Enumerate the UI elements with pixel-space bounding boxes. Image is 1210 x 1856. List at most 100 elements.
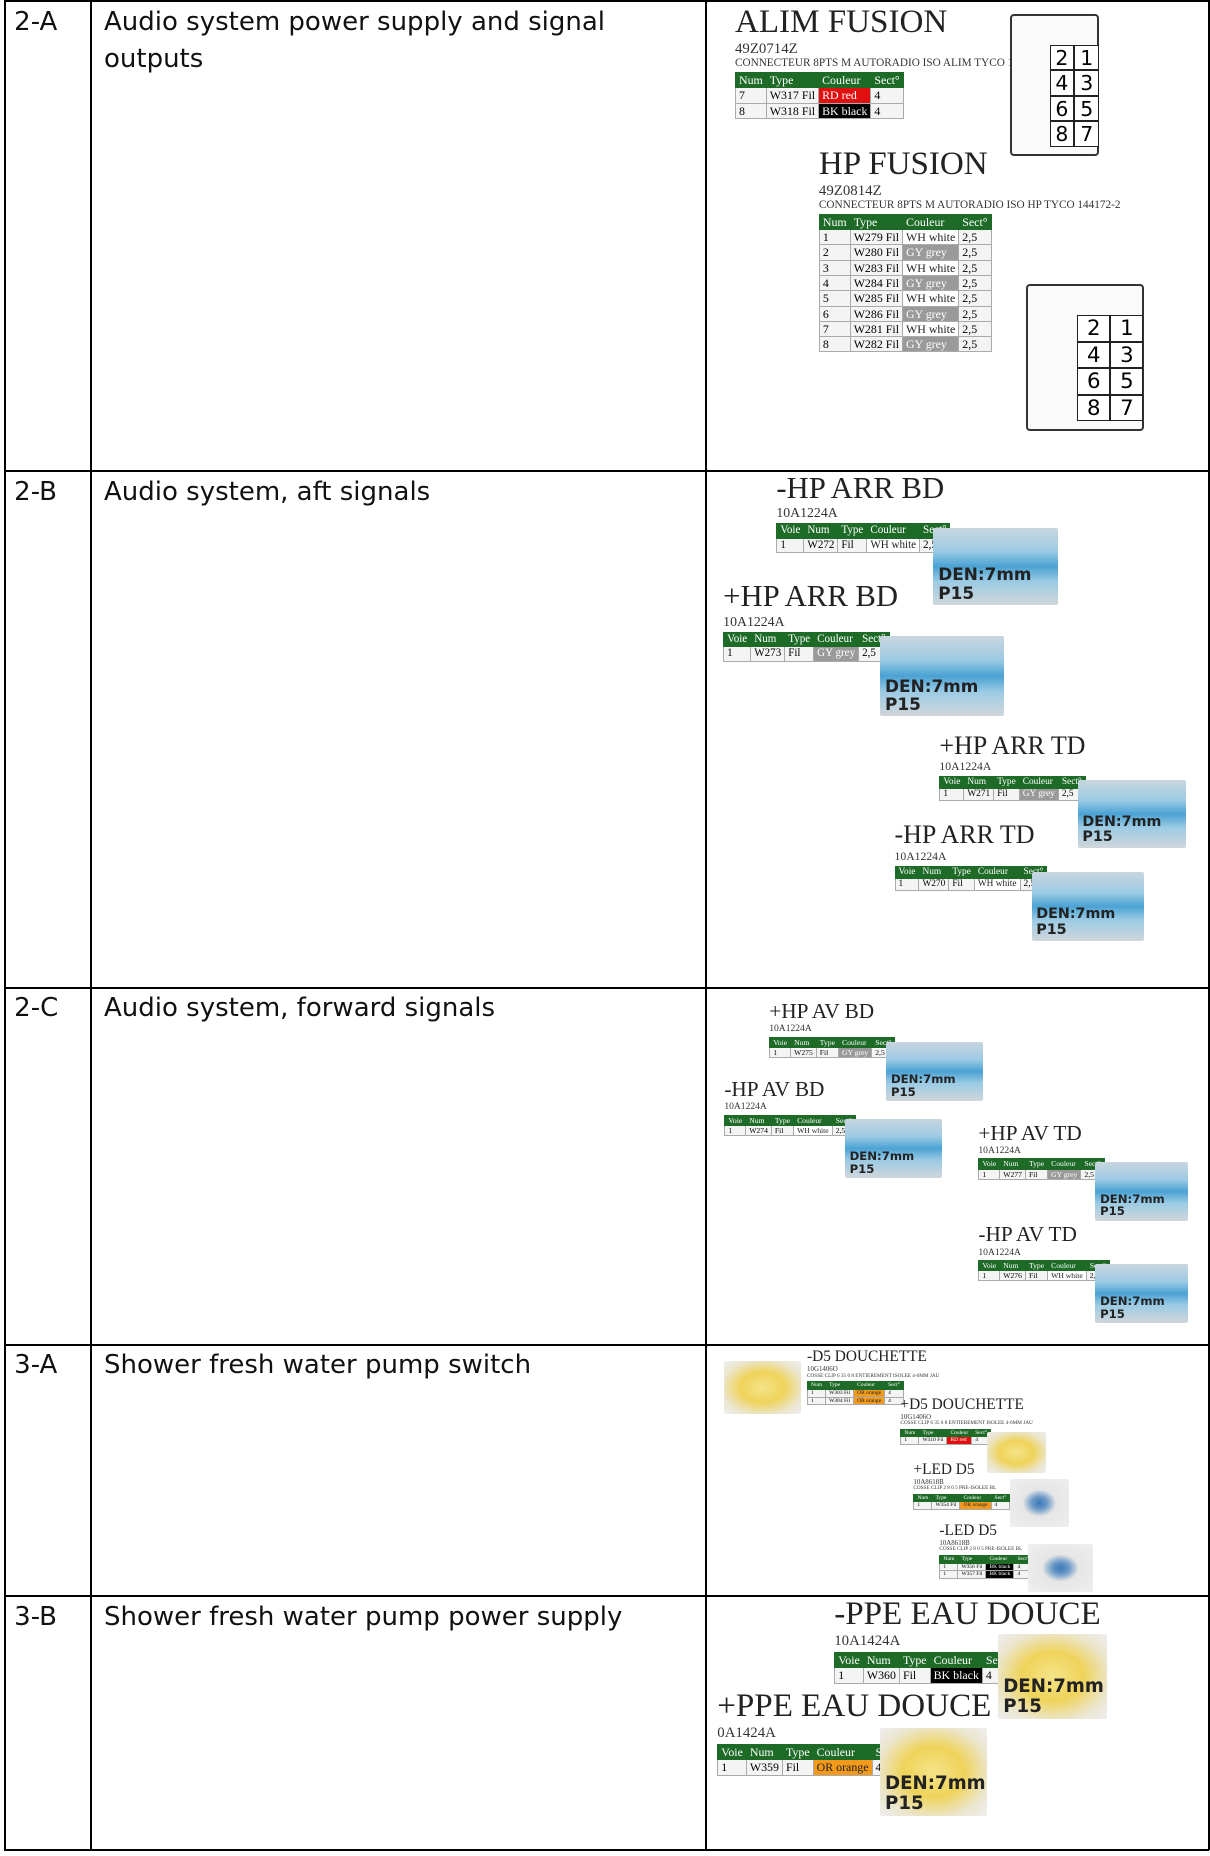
wire-cell: 2,5	[958, 275, 992, 292]
header-cell: Couleur	[959, 1493, 992, 1503]
wire-cell: 7	[818, 320, 851, 338]
photo-label: P15	[885, 694, 921, 715]
header-cell: Type	[825, 1381, 855, 1390]
block-description: COSSE CLIP 6 35 0 8 ENTIEREMENT ISOLEE 4…	[900, 1419, 1033, 1426]
wire-cell: 7	[734, 87, 767, 104]
wire-table: Num Type Couleur Sect° 1 W303 Fil OR orange 4 1 W…	[807, 1381, 904, 1406]
wire-cell: W310 Fil	[918, 1436, 948, 1445]
wire-cell: Fil	[898, 1667, 931, 1684]
wire-cell: W304 Fil	[825, 1396, 855, 1406]
header-cell: Type	[1024, 1259, 1049, 1272]
block-title: +HP AV BD	[769, 998, 875, 1023]
header-cell: Voie	[776, 523, 805, 539]
wire-row: 7 W281 Fil WH white 2,5	[818, 320, 992, 338]
block-code: 10A8618B	[939, 1540, 970, 1548]
photo-label: DEN:7mm	[849, 1149, 915, 1163]
header-cell: Num	[745, 1744, 783, 1761]
pin-number: 4	[1077, 341, 1111, 369]
header-cell: Couleur	[1047, 1158, 1082, 1170]
column-border	[1207, 0, 1210, 1851]
photo-label: P15	[849, 1161, 875, 1176]
wire-cell: W277	[999, 1168, 1026, 1180]
wire-cell: Fil	[837, 537, 868, 553]
block-description: CONNECTEUR 8PTS M AUTORADIO ISO HP TYCO …	[818, 198, 1121, 211]
header-cell: Sect°	[990, 1493, 1011, 1503]
header-cell: Num	[734, 72, 767, 89]
wire-row: 1 W270 Fil WH white 2,5	[894, 877, 1048, 892]
terminal-photo	[724, 1361, 802, 1415]
wire-cell: 8	[734, 102, 767, 119]
connector-block: -LED D5 10A8618B COSSE CLIP 2 8 0 5 PRE-IS…	[939, 1523, 1034, 1579]
wire-table: Voie Num Type Couleur Sect° 1 W277 Fil GY grey 2,…	[978, 1158, 1105, 1180]
terminal-photo	[1010, 1479, 1070, 1527]
header-cell: Type	[918, 1428, 948, 1438]
wire-cell: OR orange	[959, 1501, 992, 1510]
connector-block: -D5 DOUCHETTE 10G1406O COSSE CLIP 6 35 0 8…	[807, 1349, 939, 1406]
row-border	[3, 1849, 1209, 1852]
wire-cell: Fil	[1024, 1270, 1049, 1282]
wire-cell: 4	[884, 1396, 904, 1406]
block-code: 10A1224A	[939, 760, 992, 774]
wire-cell: GY grey	[901, 305, 960, 322]
connector-block: ALIM FUSION 49Z0714Z CONNECTEUR 8PTS M AUT…	[734, 3, 1041, 119]
pin-number: 5	[1074, 95, 1100, 122]
wire-cell: 1	[807, 1396, 827, 1406]
header-cell: Num	[803, 523, 839, 539]
wire-row: 1 W273 Fil GY grey 2,5	[723, 646, 890, 662]
photo-labels: DEN:7mm P15	[885, 1773, 986, 1814]
pin-number: 2	[1049, 44, 1075, 71]
connector-block: -HP AV BD 10A1224A Voie Num Type Couleur Sect°…	[724, 1076, 856, 1137]
wire-cell: W285 Fil	[849, 290, 904, 307]
terminal-photo: DEN:7mm P15	[880, 635, 1005, 717]
wire-table: Voie Num Type Couleur Sect° 1 W274 Fil WH white 2…	[724, 1114, 856, 1137]
header-cell: Type	[849, 213, 904, 231]
wire-cell: WH white	[901, 259, 960, 277]
photo-label: P15	[1100, 1307, 1125, 1322]
wire-cell: GY grey	[901, 275, 960, 292]
block-description: COSSE CLIP 2 8 0 5 PRE-ISOLEE BL	[913, 1484, 997, 1491]
header-cell: Couleur	[818, 72, 872, 89]
row-border	[3, 1343, 1209, 1346]
wire-cell: W303 Fil	[825, 1389, 855, 1398]
block-code: 10G1406O	[807, 1366, 838, 1374]
block-code: 10A1224A	[978, 1246, 1021, 1258]
wire-cell: 2,5	[958, 336, 992, 353]
block-title: -HP AV BD	[724, 1076, 825, 1101]
header-cell: Num	[745, 1114, 772, 1126]
photo-label: P15	[938, 583, 975, 604]
header-cell: Num	[862, 1651, 900, 1669]
block-title: -PPE EAU DOUCE	[834, 1595, 1101, 1632]
header-cell: Voie	[939, 775, 965, 790]
wire-cell: 6	[818, 305, 851, 322]
wire-cell: W359	[745, 1759, 783, 1776]
connector-block: -HP AV TD10A1224AVoieNumTypeCouleurSect°…	[978, 1223, 1110, 1282]
wire-cell: GY grey	[1018, 788, 1059, 802]
block-code: 10A1224A	[724, 1101, 767, 1113]
block-title: -HP ARR BD	[776, 470, 945, 505]
photo-label: P15	[885, 1792, 924, 1814]
pin-number: 2	[1077, 315, 1111, 342]
header-cell: Num	[999, 1259, 1026, 1272]
wire-cell: W318 Fil	[765, 102, 820, 119]
wire-cell: Fil	[781, 1759, 814, 1776]
header-cell: Type	[765, 72, 820, 89]
header-cell: Type	[1024, 1158, 1049, 1170]
wire-cell: WH white	[973, 877, 1021, 892]
column-border	[89, 0, 92, 1851]
connector-block: +HP ARR TD 10A1224A Voie Num Type Couleur Sect…	[939, 732, 1086, 802]
wire-cell: 2,5	[958, 290, 992, 307]
block-title: ALIM FUSION	[734, 3, 948, 40]
header-cell: Type	[770, 1114, 795, 1126]
connector-block: +D5 DOUCHETTE 10G1406O COSSE CLIP 6 35 0 8…	[900, 1396, 1033, 1445]
row-border	[3, 470, 1209, 473]
wire-cell: 2	[818, 244, 851, 261]
wire-cell: WH white	[866, 537, 921, 553]
wire-cell: W283 Fil	[849, 259, 904, 277]
wire-cell: GY grey	[901, 244, 960, 261]
header-cell: Couleur	[813, 632, 860, 648]
header-cell: Type	[993, 775, 1020, 790]
terminal-photo: DEN:7mm P15	[1031, 872, 1144, 941]
